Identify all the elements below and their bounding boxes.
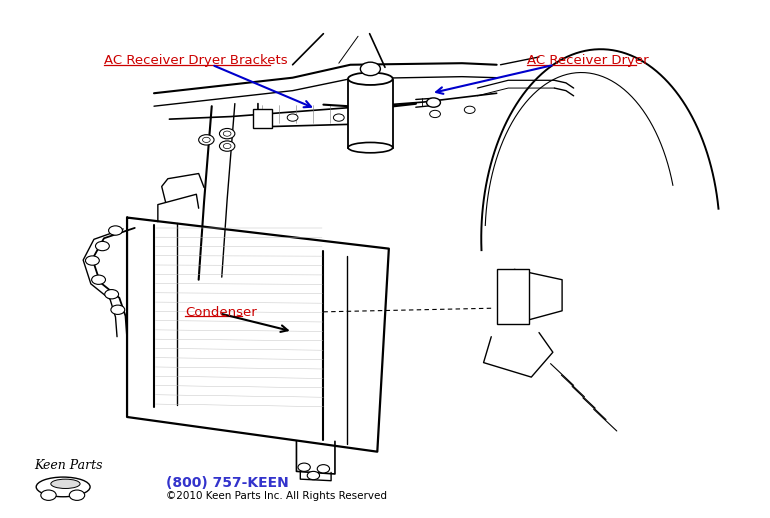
Circle shape [223, 143, 231, 149]
Circle shape [111, 305, 125, 314]
Circle shape [92, 275, 105, 284]
Bar [497, 269, 529, 324]
Circle shape [298, 463, 310, 471]
Circle shape [307, 471, 320, 480]
Circle shape [360, 62, 380, 76]
Circle shape [287, 114, 298, 121]
Circle shape [41, 490, 56, 500]
Circle shape [333, 114, 344, 121]
Text: ©2010 Keen Parts Inc. All Rights Reserved: ©2010 Keen Parts Inc. All Rights Reserve… [166, 492, 387, 501]
Ellipse shape [348, 142, 393, 153]
Text: Keen Parts: Keen Parts [35, 459, 103, 472]
Text: (800) 757-KEEN: (800) 757-KEEN [166, 476, 288, 490]
Text: AC Receiver Dryer: AC Receiver Dryer [527, 54, 649, 67]
Text: Condenser: Condenser [185, 306, 256, 319]
Circle shape [105, 290, 119, 299]
Ellipse shape [36, 477, 90, 497]
Ellipse shape [51, 479, 80, 488]
Text: AC Receiver Dryer Brackets: AC Receiver Dryer Brackets [104, 54, 287, 67]
Circle shape [95, 241, 109, 251]
Circle shape [199, 135, 214, 145]
Circle shape [317, 465, 330, 473]
Circle shape [85, 256, 99, 265]
Circle shape [464, 106, 475, 113]
Circle shape [427, 98, 440, 107]
Circle shape [219, 128, 235, 139]
Ellipse shape [348, 73, 393, 85]
Circle shape [109, 226, 122, 235]
Bar [348, 80, 393, 148]
Circle shape [203, 137, 210, 142]
Circle shape [219, 141, 235, 151]
Circle shape [223, 131, 231, 136]
Circle shape [380, 112, 390, 120]
Bar [253, 109, 272, 128]
Circle shape [430, 110, 440, 118]
Circle shape [69, 490, 85, 500]
